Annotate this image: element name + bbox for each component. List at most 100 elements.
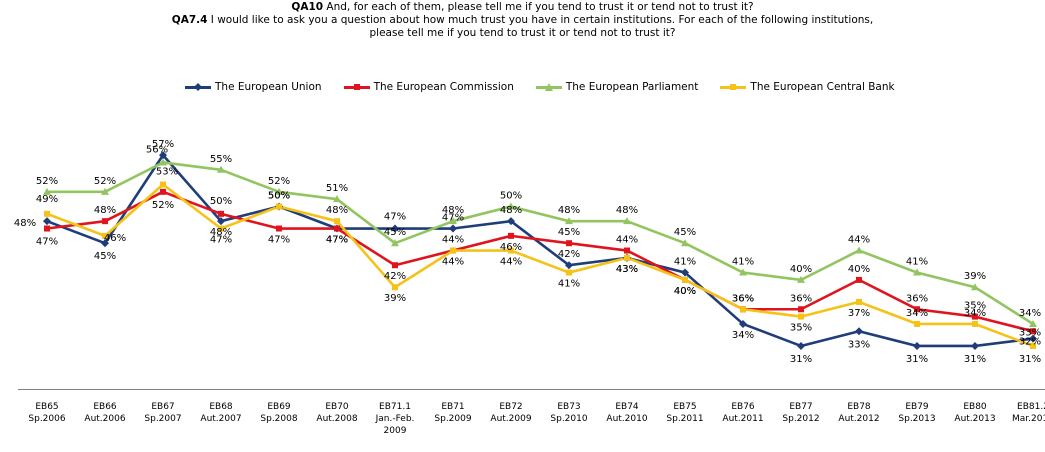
legend-label-ecb: The European Central Bank — [750, 81, 895, 93]
data-label-commission: 40% — [674, 286, 696, 297]
data-point-ecb — [566, 269, 572, 276]
data-label-eu: 45% — [94, 251, 116, 262]
data-label-ecb: 49% — [36, 194, 58, 205]
legend-item-commission: The European Commission — [343, 81, 514, 93]
question-qa7-4-line2: please tell me if you tend to trust it o… — [369, 27, 676, 39]
data-label-parliament: 39% — [964, 271, 986, 282]
data-label-ecb: 47% — [210, 235, 232, 246]
legend-swatch-eu — [185, 82, 211, 92]
data-point-ecb — [624, 254, 630, 261]
data-label-eu: 32% — [1019, 337, 1041, 348]
data-label-ecb: 35% — [790, 323, 812, 334]
data-label-commission: 44% — [616, 235, 638, 246]
data-point-commission — [334, 225, 340, 232]
data-label-commission: 44% — [442, 235, 464, 246]
data-label-parliament: 48% — [442, 205, 464, 216]
data-point-parliament — [1029, 319, 1037, 327]
data-point-ecb — [276, 203, 282, 210]
question-qa7-4: QA7.4 I would like to ask you a question… — [0, 14, 1045, 27]
data-point-ecb — [856, 298, 862, 305]
question-text-qa7-4-line1: I would like to ask you a question about… — [210, 14, 874, 26]
x-tick-label: EB71.1 Jan.-Feb. 2009 — [375, 402, 415, 436]
data-label-commission: 46% — [500, 242, 522, 253]
x-tick-label: EB80 Aut.2013 — [954, 402, 995, 424]
data-label-parliament: 56% — [146, 144, 168, 155]
data-label-ecb: 37% — [848, 308, 870, 319]
data-label-eu: 31% — [964, 354, 986, 365]
data-point-parliament — [507, 202, 515, 210]
series-line-eu — [46, 153, 1034, 348]
data-label-ecb: 31% — [1019, 354, 1041, 365]
x-tick-label: EB76 Aut.2011 — [722, 402, 763, 424]
x-tick-label: EB74 Aut.2010 — [606, 402, 647, 424]
data-point-parliament — [217, 165, 225, 173]
legend-item-ecb: The European Central Bank — [720, 81, 895, 93]
x-tick-label: EB73 Sp.2010 — [550, 402, 587, 424]
data-point-ecb — [508, 247, 514, 254]
data-point-eu — [217, 217, 225, 226]
x-tick-label: EB72 Aut.2009 — [490, 402, 531, 424]
data-label-ecb: 44% — [442, 257, 464, 268]
data-point-ecb — [914, 320, 920, 327]
series-line-parliament — [47, 161, 1034, 326]
data-point-eu — [971, 341, 979, 350]
data-label-eu: 34% — [732, 330, 754, 341]
x-tick-label: EB67 Sp.2007 — [144, 402, 181, 424]
data-label-ecb: 36% — [732, 293, 754, 304]
data-label-commission: 50% — [210, 196, 232, 207]
data-point-eu — [855, 327, 863, 336]
data-label-commission: 52% — [152, 200, 174, 211]
x-tick-label: EB75 Sp.2011 — [666, 402, 703, 424]
data-point-parliament — [739, 268, 747, 276]
data-label-commission: 47% — [326, 235, 348, 246]
data-point-commission — [508, 232, 514, 239]
data-label-ecb: 46% — [104, 233, 126, 244]
question-qa10: QA10 And, for each of them, please tell … — [0, 1, 1045, 14]
data-label-ecb: 34% — [906, 308, 928, 319]
data-point-ecb — [798, 313, 804, 320]
data-label-eu: 42% — [558, 249, 580, 260]
data-label-ecb: 53% — [156, 166, 178, 177]
x-tick-label: EB68 Aut.2007 — [200, 402, 241, 424]
data-label-ecb: 34% — [964, 308, 986, 319]
data-label-parliament: 52% — [36, 176, 58, 187]
data-point-parliament — [159, 158, 167, 166]
data-label-commission: 36% — [790, 293, 812, 304]
data-label-commission: 45% — [558, 227, 580, 238]
data-label-parliament: 48% — [558, 205, 580, 216]
x-tick-label: EB79 Sp.2013 — [898, 402, 935, 424]
data-label-commission: 36% — [906, 293, 928, 304]
data-point-eu — [507, 217, 515, 226]
data-label-eu: 47% — [384, 212, 406, 223]
data-point-commission — [566, 240, 572, 247]
data-point-eu — [681, 268, 689, 277]
data-point-ecb — [740, 306, 746, 313]
series-line-commission — [46, 190, 1034, 333]
data-point-commission — [44, 225, 50, 232]
data-point-commission — [218, 210, 224, 217]
data-label-ecb: 43% — [616, 264, 638, 275]
data-point-commission — [160, 188, 166, 195]
data-point-parliament — [681, 239, 689, 247]
data-point-parliament — [855, 246, 863, 254]
data-label-parliament: 44% — [848, 235, 870, 246]
data-point-ecb — [450, 247, 456, 254]
data-point-eu — [391, 224, 399, 233]
legend-item-eu: The European Union — [185, 81, 322, 93]
data-point-parliament — [971, 283, 979, 291]
data-point-commission — [798, 306, 804, 313]
data-label-commission: 40% — [848, 264, 870, 275]
data-label-parliament: 41% — [906, 257, 928, 268]
data-label-ecb: 39% — [384, 293, 406, 304]
data-point-eu — [797, 341, 805, 350]
legend-swatch-commission — [343, 82, 370, 92]
data-point-ecb — [972, 320, 978, 327]
x-tick-label: EB65 Sp.2006 — [28, 402, 65, 424]
data-label-parliament: 40% — [790, 264, 812, 275]
data-point-commission — [914, 306, 920, 313]
data-point-eu — [449, 224, 457, 233]
legend-label-commission: The European Commission — [373, 81, 514, 93]
data-point-ecb — [1030, 342, 1036, 349]
data-label-commission: 47% — [268, 235, 290, 246]
data-label-parliament: 34% — [1019, 308, 1041, 319]
